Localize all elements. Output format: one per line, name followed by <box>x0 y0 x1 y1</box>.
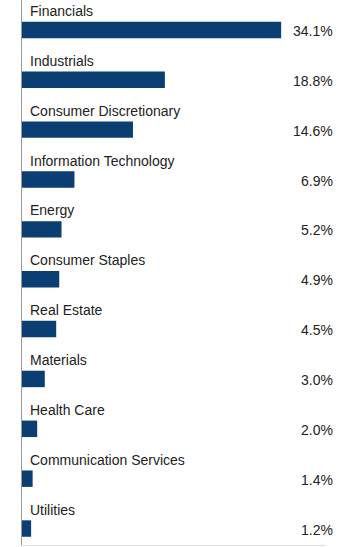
svg-text:5.2%: 5.2% <box>301 222 333 238</box>
svg-text:14.6%: 14.6% <box>293 123 333 139</box>
svg-text:34.1%: 34.1% <box>293 23 333 39</box>
svg-text:1.2%: 1.2% <box>301 522 333 538</box>
svg-text:18.8%: 18.8% <box>293 73 333 89</box>
svg-text:Consumer Discretionary: Consumer Discretionary <box>30 103 180 119</box>
svg-text:Materials: Materials <box>30 352 87 368</box>
svg-text:Information Technology: Information Technology <box>30 153 175 169</box>
svg-text:3.0%: 3.0% <box>301 372 333 388</box>
svg-text:Health Care: Health Care <box>30 402 105 418</box>
svg-text:4.5%: 4.5% <box>301 322 333 338</box>
svg-text:Financials: Financials <box>30 3 93 19</box>
svg-text:Utilities: Utilities <box>30 502 75 518</box>
svg-text:Consumer Staples: Consumer Staples <box>30 252 145 268</box>
svg-text:4.9%: 4.9% <box>301 272 333 288</box>
svg-text:Real Estate: Real Estate <box>30 302 103 318</box>
svg-text:1.4%: 1.4% <box>301 472 333 488</box>
svg-text:Industrials: Industrials <box>30 53 94 69</box>
svg-text:2.0%: 2.0% <box>301 422 333 438</box>
svg-text:Communication Services: Communication Services <box>30 452 185 468</box>
svg-text:Energy: Energy <box>30 202 74 218</box>
svg-text:6.9%: 6.9% <box>301 173 333 189</box>
